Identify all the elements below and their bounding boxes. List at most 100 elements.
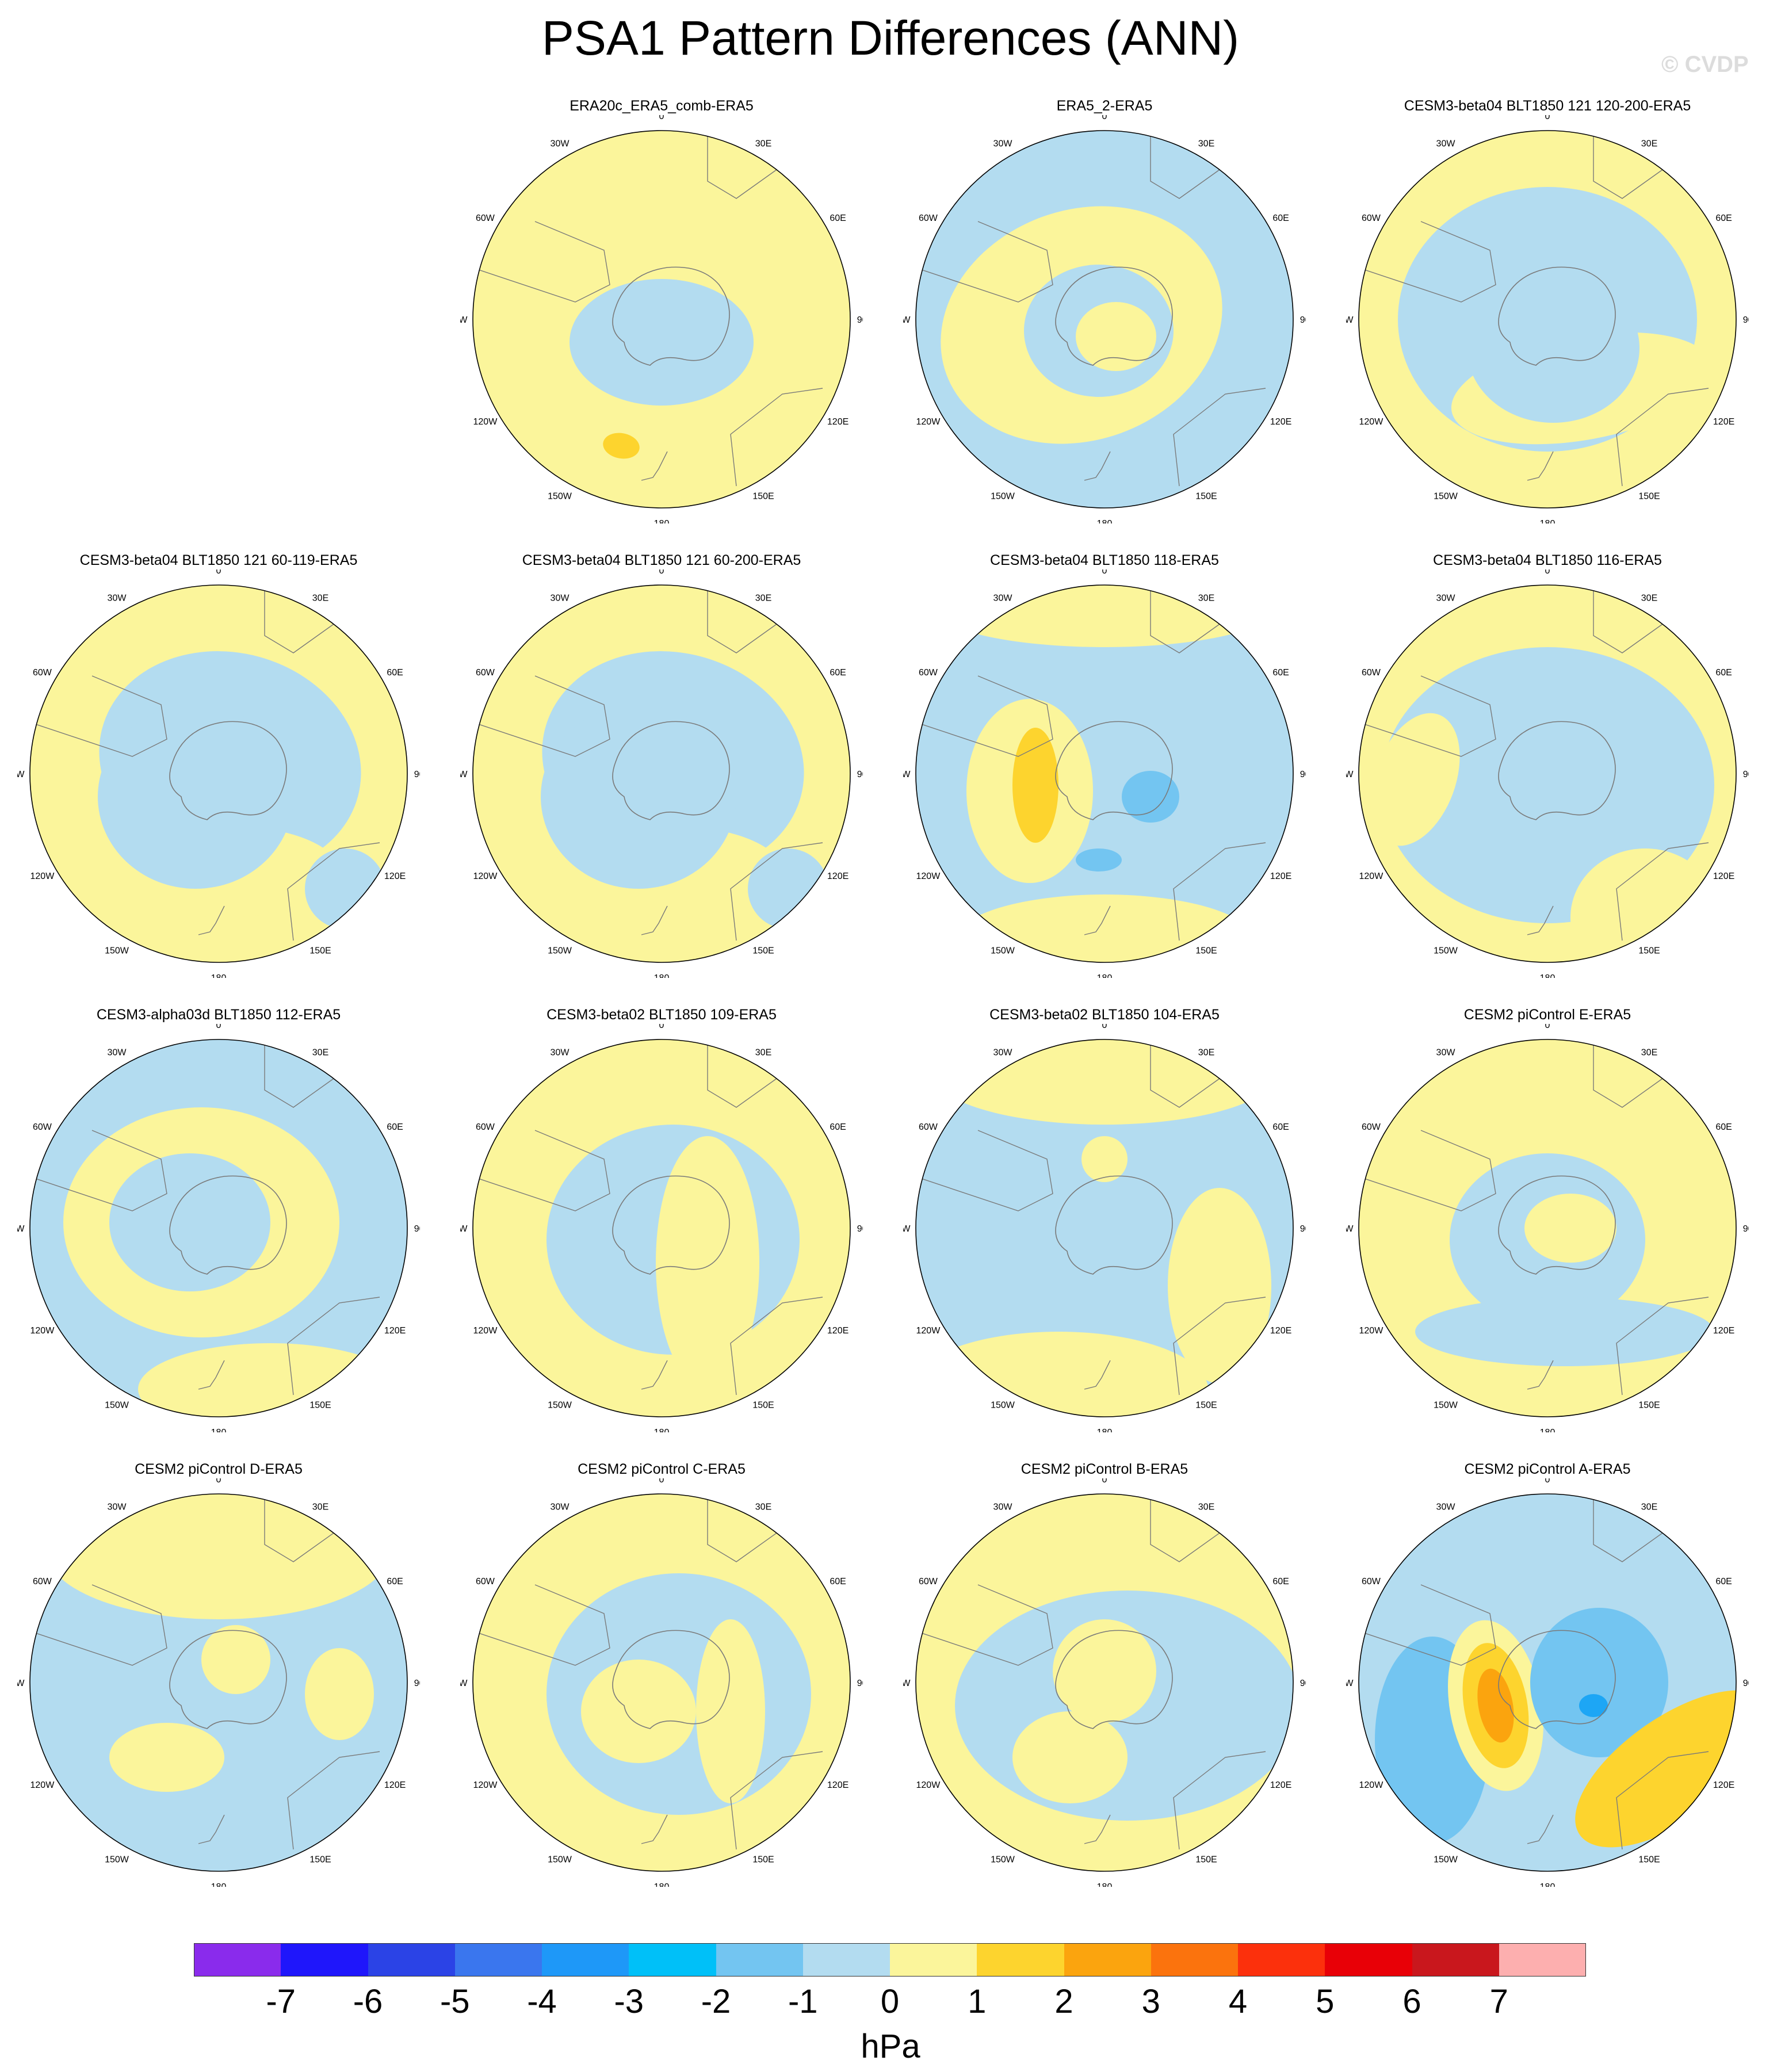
contour-region (1467, 273, 1639, 423)
polar-stereographic-map: 0 30E 60E 90E 120E 150E 180 150W 120W 90W 60W 30W (903, 115, 1306, 523)
longitude-label: 120W (1359, 417, 1384, 427)
colorbar-tick-label: -7 (266, 1983, 296, 2020)
polar-stereographic-map: 0 30E 60E 90E 120E 150E 180 150W 120W 90W 60W 30W (460, 1024, 863, 1432)
colorbar-tick-label: 4 (1228, 1983, 1248, 2020)
new-zealand-coastline (198, 1814, 225, 1844)
new-zealand-coastline (1084, 1360, 1111, 1390)
contour-region (305, 1648, 374, 1740)
south-america-coastline (916, 1584, 1053, 1666)
australia-coastline (1173, 1751, 1266, 1850)
map-boundary (29, 1493, 408, 1872)
longitude-label: 150E (1195, 1401, 1217, 1410)
australia-coastline (1616, 388, 1709, 487)
longitude-label: 0 (216, 1024, 221, 1030)
map-boundary (1358, 130, 1737, 509)
longitude-label: 90W (1346, 770, 1354, 779)
panel-title: ERA20c_ERA5_comb-ERA5 (570, 98, 754, 114)
longitude-label: 30E (1641, 593, 1657, 603)
longitude-label: 90W (903, 1224, 911, 1234)
longitude-label: 120E (384, 871, 406, 881)
contour-region (138, 1343, 403, 1417)
longitude-label: 150W (548, 946, 572, 956)
australia-coastline (730, 1751, 823, 1850)
colorbar-tick-label: -1 (788, 1983, 818, 2020)
longitude-label: 180 (1097, 1882, 1113, 1887)
antarctica-coastline (169, 721, 287, 820)
longitude-label: 60W (33, 1577, 52, 1587)
longitude-label: 60E (830, 213, 846, 223)
polar-stereographic-map: 0 30E 60E 90E 120E 150E 180 150W 120W 90W 60W 30W (460, 1478, 863, 1887)
longitude-label: 60E (1272, 1577, 1289, 1587)
colorbar-swatch (368, 1943, 455, 1977)
antarctica-coastline (1498, 266, 1616, 366)
africa-coastline (1593, 585, 1663, 653)
australia-coastline (287, 842, 380, 941)
longitude-label: 120E (384, 1326, 406, 1336)
panel-title: CESM3-beta04 BLT1850 121 60-200-ERA5 (522, 552, 801, 568)
figure-title: PSA1 Pattern Differences (ANN) (541, 11, 1240, 65)
longitude-label: 30W (1436, 1502, 1456, 1512)
longitude-label: 150W (991, 1855, 1015, 1865)
contour-region (109, 1723, 224, 1792)
colorbar-swatch (1151, 1943, 1238, 1977)
longitude-label: 60W (1362, 668, 1381, 678)
colorbar-tick-label: -5 (439, 1983, 470, 2020)
contour-region (305, 848, 385, 929)
longitude-label: 60W (476, 1577, 495, 1587)
longitude-label: 30W (108, 1048, 127, 1057)
new-zealand-coastline (1084, 1814, 1111, 1844)
longitude-label: 180 (1540, 1428, 1555, 1432)
longitude-label: 30E (1198, 593, 1214, 603)
contour-region (1579, 1694, 1608, 1717)
colorbar-tick-label: -3 (614, 1983, 644, 2020)
longitude-label: 120W (30, 1780, 55, 1790)
australia-coastline (1173, 388, 1266, 487)
longitude-label: 30E (755, 139, 771, 148)
longitude-label: 120W (30, 871, 55, 881)
polar-stereographic-map: 0 30E 60E 90E 120E 150E 180 150W 120W 90W 60W 30W (17, 1478, 420, 1887)
new-zealand-coastline (641, 451, 668, 481)
longitude-label: 150W (105, 1401, 129, 1410)
longitude-label: 150E (752, 1855, 774, 1865)
longitude-label: 150W (548, 1401, 572, 1410)
south-america-coastline (1359, 221, 1496, 303)
longitude-label: 0 (659, 115, 664, 121)
contour-region (581, 1660, 696, 1763)
longitude-label: 180 (1540, 519, 1555, 523)
longitude-label: 60W (476, 213, 495, 223)
africa-coastline (707, 131, 777, 199)
longitude-label: 0 (1545, 1478, 1550, 1485)
longitude-label: 0 (659, 1024, 664, 1030)
longitude-label: 150W (105, 1855, 129, 1865)
cvdp-watermark: © CVDP (1661, 52, 1749, 77)
contour-region (1168, 1188, 1271, 1383)
longitude-label: 180 (654, 519, 670, 523)
longitude-label: 120E (1270, 871, 1291, 881)
contour-region (46, 1494, 391, 1619)
longitude-label: 30E (1641, 139, 1657, 148)
africa-coastline (264, 585, 334, 653)
colorbar-swatch (1325, 1943, 1412, 1977)
longitude-label: 150E (1638, 492, 1660, 502)
longitude-label: 90W (17, 1224, 25, 1234)
longitude-label: 90E (414, 770, 420, 779)
longitude-label: 120E (827, 871, 849, 881)
contour-region (1415, 1297, 1714, 1366)
antarctica-coastline (169, 1175, 287, 1275)
longitude-label: 180 (1540, 973, 1555, 978)
new-zealand-coastline (1527, 451, 1554, 481)
new-zealand-coastline (198, 1360, 225, 1390)
longitude-label: 30E (1641, 1502, 1657, 1512)
contour-region (748, 848, 828, 929)
south-america-coastline (30, 675, 167, 757)
longitude-label: 60W (919, 1122, 938, 1132)
polar-stereographic-map: 0 30E 60E 90E 120E 150E 180 150W 120W 90W 60W 30W (1346, 569, 1749, 978)
panel-title: CESM3-beta02 BLT1850 104-ERA5 (989, 1007, 1220, 1023)
contour-region (541, 705, 736, 889)
africa-coastline (1150, 131, 1220, 199)
longitude-label: 90W (1346, 1679, 1354, 1688)
south-america-coastline (30, 1584, 167, 1666)
antarctica-coastline (612, 1630, 730, 1729)
